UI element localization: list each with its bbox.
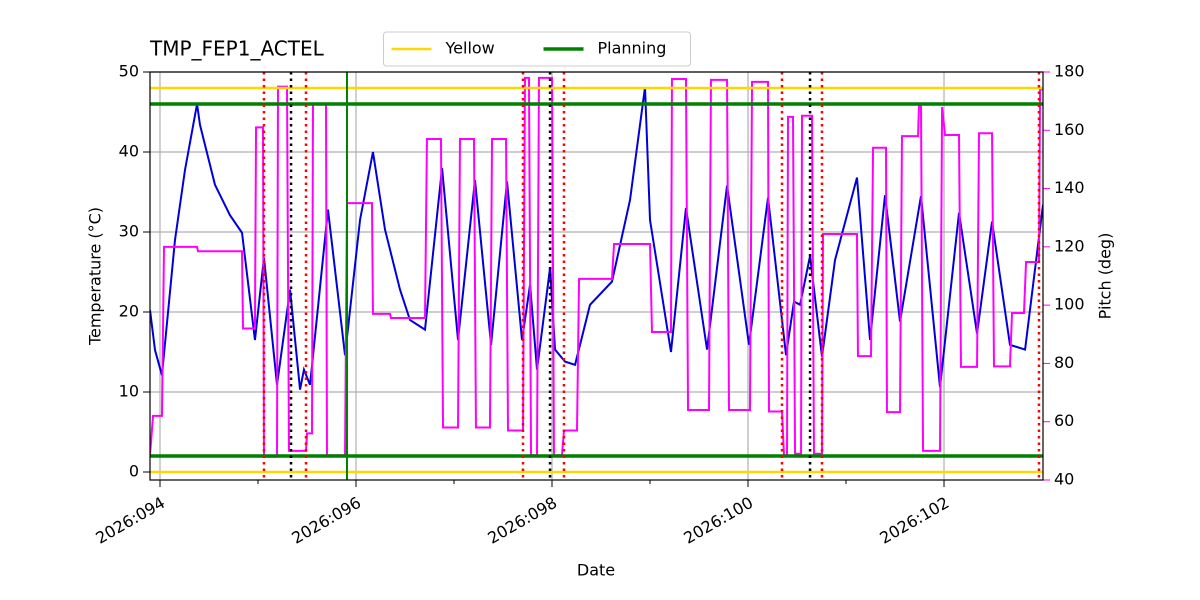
y2-tick-label: 140: [1054, 178, 1085, 197]
x-tick-label: 2026:098: [484, 493, 560, 548]
legend-label: Planning: [598, 39, 667, 58]
x-axis-label: Date: [577, 561, 615, 580]
y-tick-label: 40: [119, 142, 139, 161]
x-tick-label: 2026:100: [680, 493, 756, 548]
y-tick-label: 0: [129, 462, 139, 481]
y2-tick-label: 60: [1054, 411, 1074, 430]
y2-tick-label: 180: [1054, 62, 1085, 81]
y2-tick-label: 160: [1054, 120, 1085, 139]
y-tick-label: 20: [119, 302, 139, 321]
series-line: [150, 87, 1043, 390]
y-tick-label: 10: [119, 382, 139, 401]
x-tick-label: 2026:094: [92, 493, 168, 548]
legend-label: Yellow: [445, 39, 495, 58]
legend-box: [383, 31, 691, 67]
y-tick-label: 30: [119, 222, 139, 241]
y2-tick-label: 120: [1054, 236, 1085, 255]
y2-tick-label: 80: [1054, 353, 1074, 372]
plot-frame: [149, 71, 1044, 481]
y2-tick-label: 100: [1054, 295, 1085, 314]
x-tick-label: 2026:102: [876, 493, 952, 548]
y-tick-label: 50: [119, 62, 139, 81]
chart-title: TMP_FEP1_ACTEL: [149, 37, 325, 61]
y2-tick-label: 40: [1054, 470, 1074, 489]
y-axis-label: Temperature (°C): [86, 207, 105, 346]
x-tick-label: 2026:096: [288, 493, 364, 548]
y2-axis-label: Pitch (deg): [1096, 233, 1115, 320]
